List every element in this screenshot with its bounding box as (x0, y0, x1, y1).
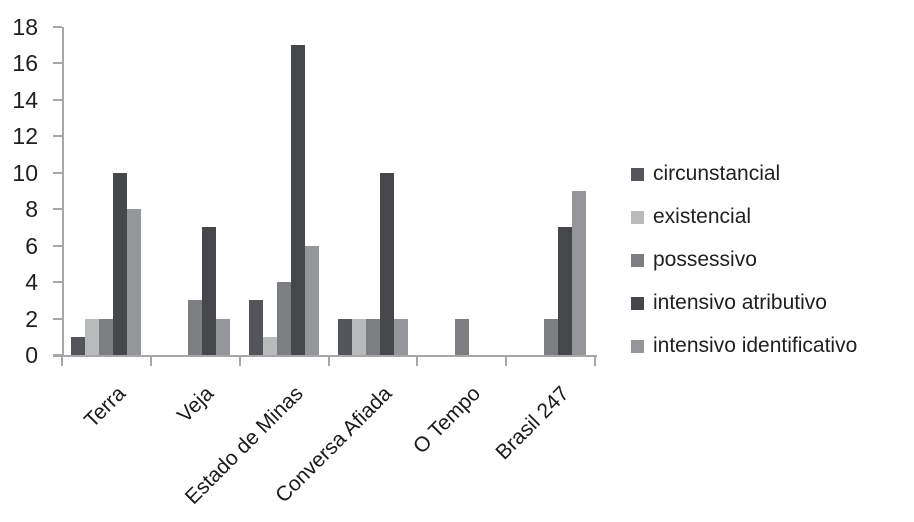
bar (85, 318, 100, 355)
bar (127, 209, 142, 355)
legend-label: circunstancial (653, 162, 781, 185)
bar (305, 245, 320, 355)
legend-item: existencial (631, 205, 857, 228)
y-axis-tick (53, 317, 62, 320)
bar (337, 318, 352, 355)
legend-swatch (631, 253, 644, 267)
bar (365, 318, 380, 355)
y-axis-tick-label: 12 (12, 123, 38, 150)
legend-label: possessivo (653, 248, 757, 271)
legend-item: intensivo atributivo (631, 291, 857, 314)
x-axis-category-label: Brasil 247 (491, 382, 574, 465)
legend-label: existencial (653, 205, 752, 228)
y-axis-tick (53, 281, 62, 284)
x-axis-tick (416, 357, 419, 366)
y-axis-tick-label: 4 (25, 269, 38, 296)
y-axis-tick-label: 0 (25, 342, 38, 368)
y-axis-tick (53, 98, 62, 101)
legend-label: intensivo identificativo (653, 334, 858, 357)
y-axis-tick (53, 62, 62, 65)
legend-item: possessivo (631, 248, 857, 271)
bar (263, 336, 278, 355)
bar (188, 300, 203, 355)
bar (291, 45, 306, 355)
x-axis-category-label: O Tempo (408, 382, 486, 459)
legend-item: circunstancial (631, 162, 857, 185)
bar (249, 300, 264, 355)
legend-label: intensivo atributivo (653, 291, 827, 314)
y-axis-tick (53, 135, 62, 138)
bar (216, 318, 231, 355)
x-axis-category-label: Terra (79, 382, 130, 433)
bar (571, 191, 586, 355)
x-axis-tick (149, 357, 152, 366)
x-axis-tick (594, 357, 596, 366)
legend-swatch (631, 296, 644, 310)
legend-swatch (631, 210, 644, 224)
x-axis-tick (327, 357, 330, 366)
y-axis-tick-label: 14 (12, 86, 38, 113)
bar (543, 318, 558, 355)
y-axis-tick-label: 18 (12, 14, 38, 40)
legend-swatch (631, 167, 644, 181)
x-axis-tick (505, 357, 508, 366)
bar (454, 318, 469, 355)
bar (71, 336, 86, 355)
y-axis-tick-label: 6 (25, 232, 38, 259)
y-axis-tick (53, 208, 62, 211)
bar (202, 227, 217, 355)
bar (557, 227, 572, 355)
bar (113, 172, 128, 355)
y-axis-tick-label: 16 (12, 50, 38, 77)
x-axis-category-label: Veja (173, 382, 219, 428)
chart-legend: circunstancial existencial possessivo inten… (631, 162, 858, 378)
y-axis-tick (53, 171, 62, 174)
x-axis-tick (61, 357, 63, 366)
bar (379, 172, 394, 355)
y-axis-tick (53, 26, 62, 28)
y-axis-line (62, 27, 64, 357)
bar (99, 318, 114, 355)
y-axis-tick (53, 244, 62, 247)
bar (351, 318, 366, 355)
bar (277, 282, 292, 355)
x-axis-line (53, 355, 597, 357)
x-axis-tick (238, 357, 241, 366)
bar (393, 318, 408, 355)
legend-swatch (631, 339, 644, 353)
legend-item: intensivo identificativo (631, 334, 858, 357)
y-axis-tick-label: 2 (25, 305, 38, 332)
y-axis-tick-label: 10 (12, 159, 38, 186)
y-axis-tick-label: 8 (25, 196, 38, 223)
